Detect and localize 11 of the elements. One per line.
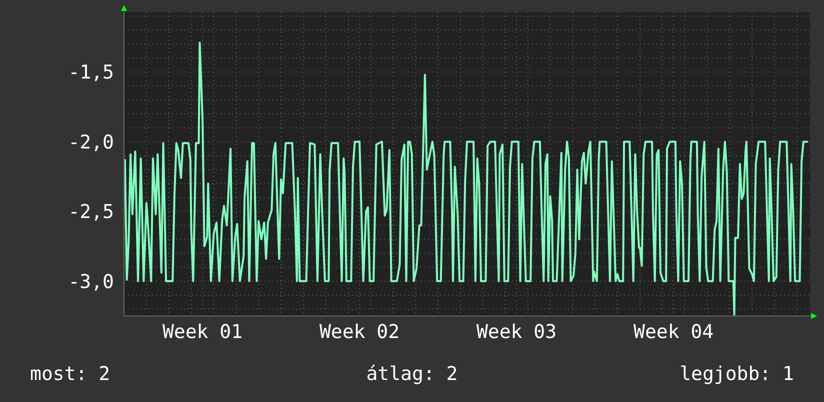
- text: átlag: 2: [366, 363, 458, 385]
- y-tick-label: -2,5: [68, 201, 114, 224]
- x-tick-label: Week 03: [476, 321, 557, 343]
- x-tick-label: Week 02: [319, 321, 400, 343]
- y-tick-label: -2,0: [68, 131, 114, 154]
- text: most: 2: [30, 363, 110, 385]
- x-tick-label: Week 01: [162, 321, 243, 343]
- text: legjobb: 1: [680, 363, 794, 385]
- y-tick-label: -3,0: [68, 270, 114, 293]
- y-tick-label: -1,5: [68, 62, 114, 84]
- x-tick-label: Week 04: [634, 321, 714, 343]
